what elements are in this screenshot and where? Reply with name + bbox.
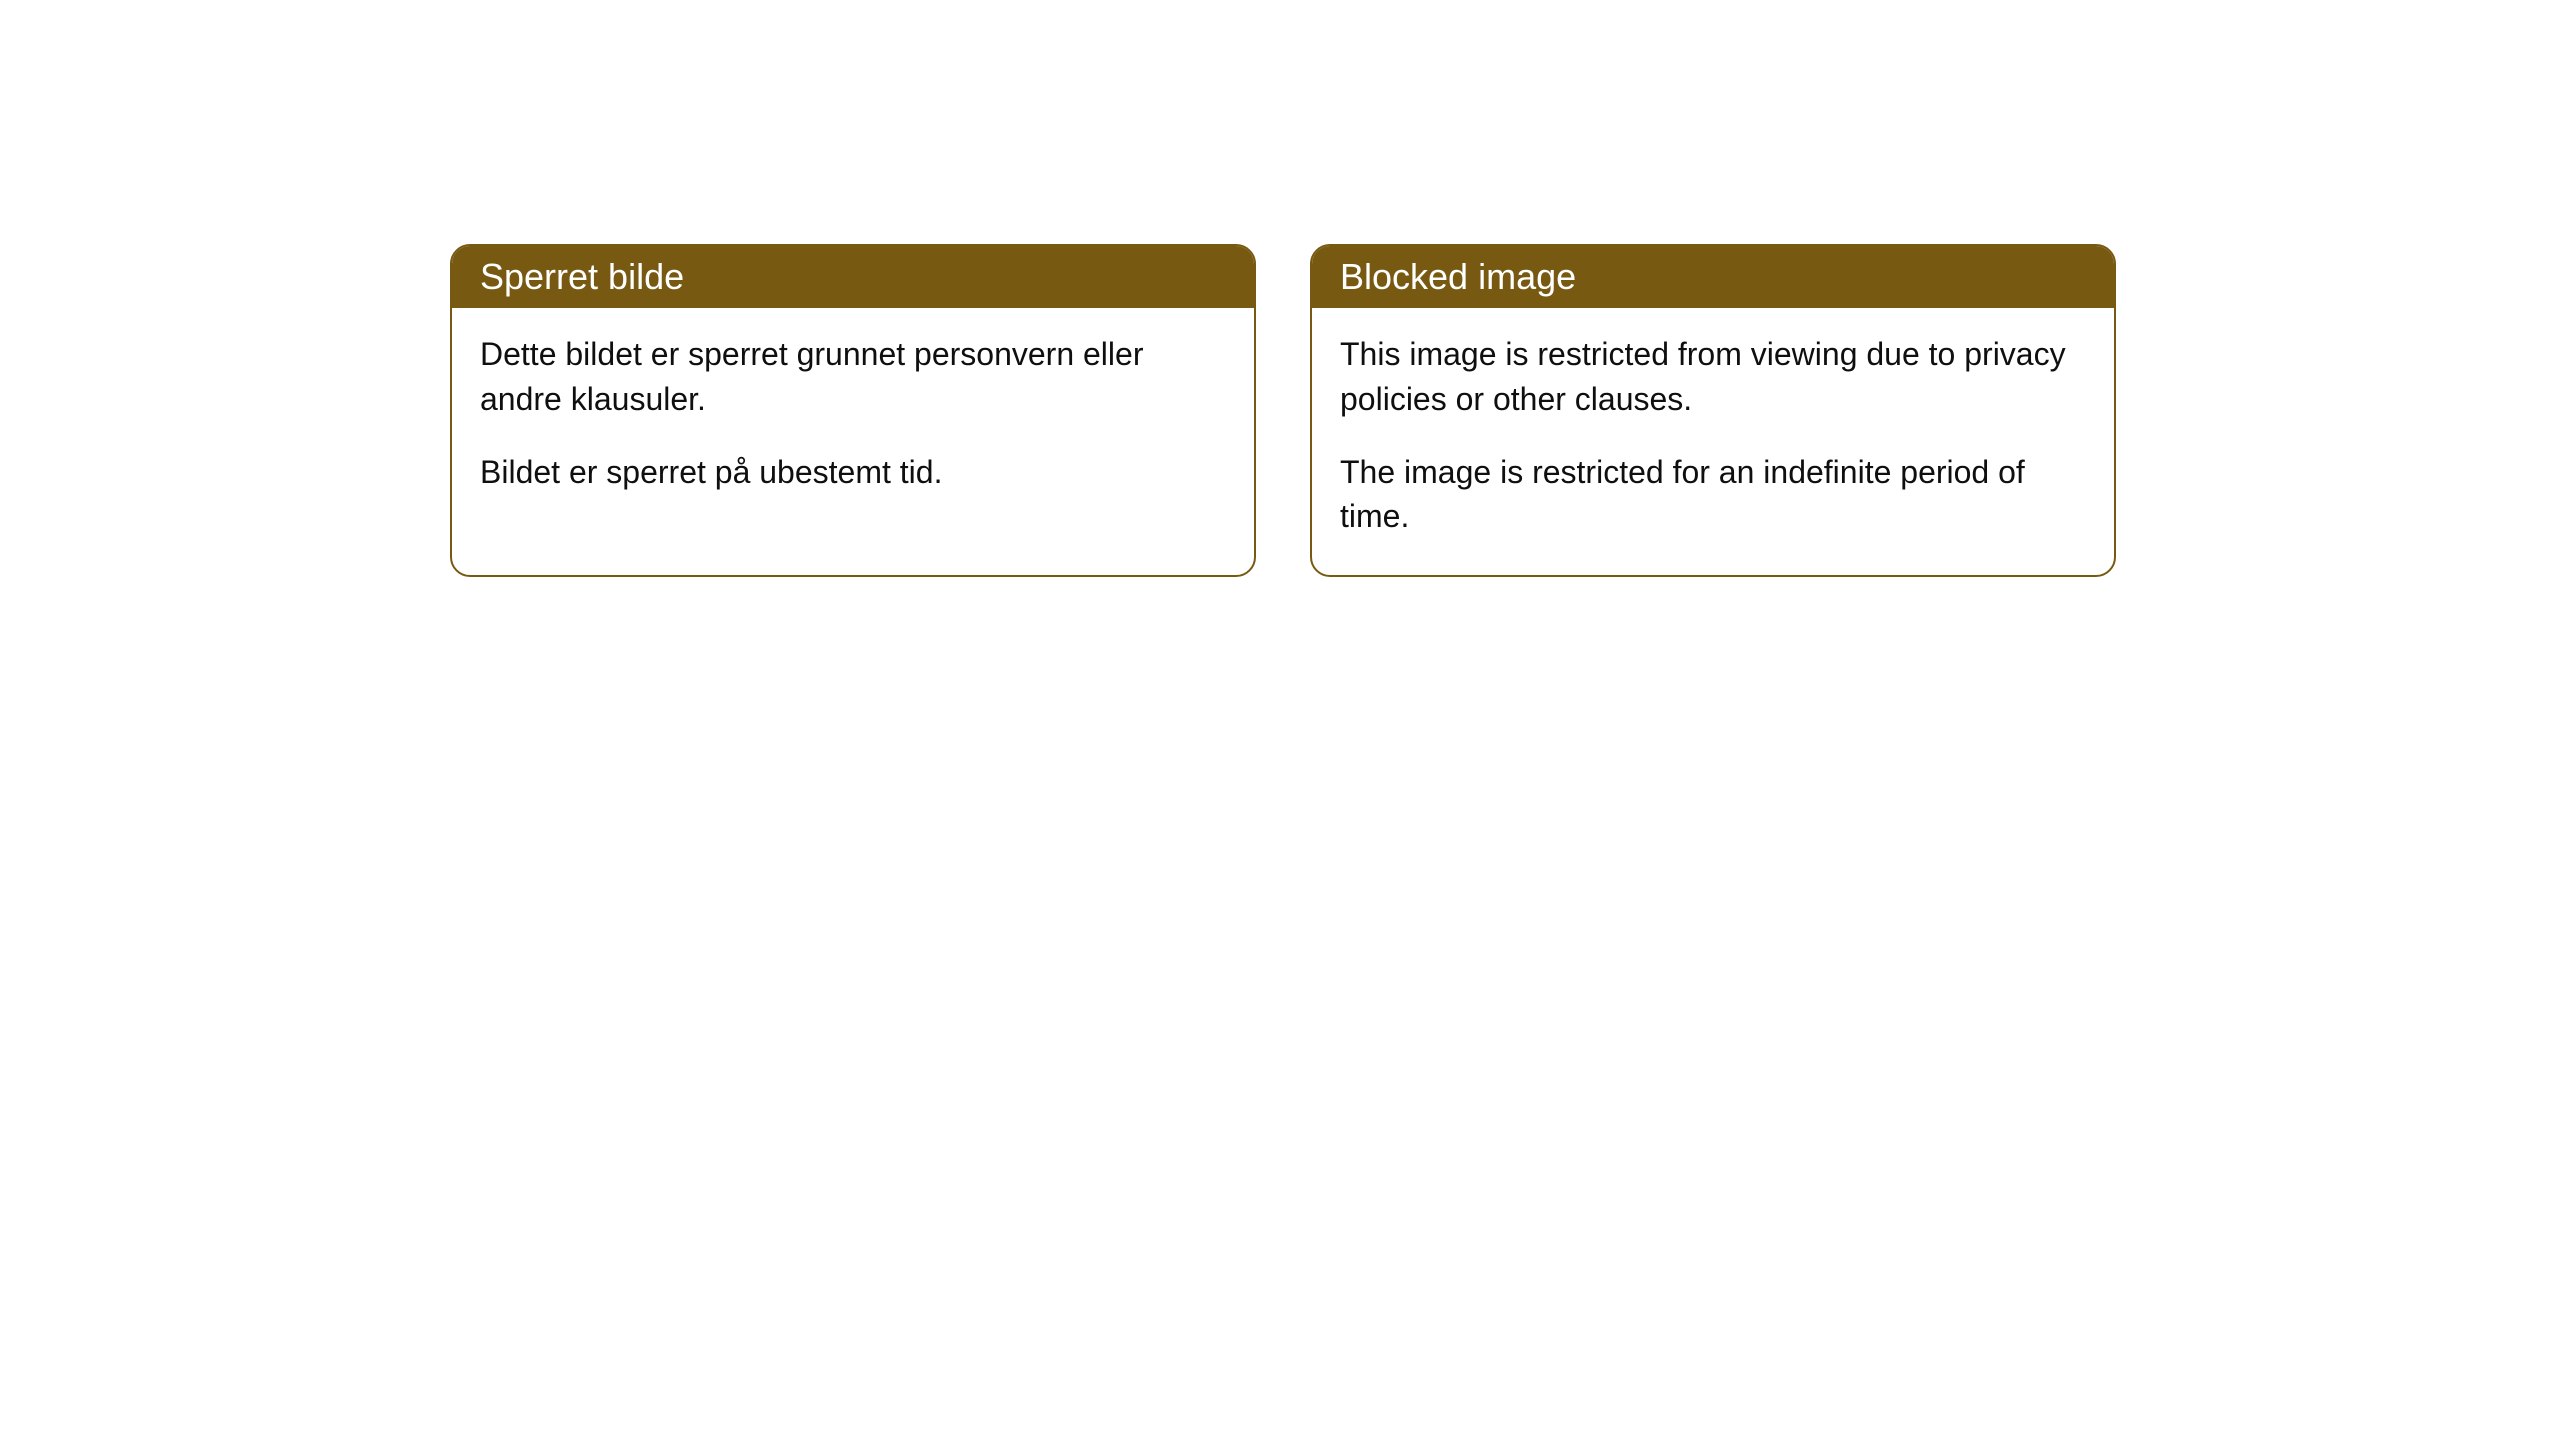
card-paragraph2-english: The image is restricted for an indefinit… [1340, 450, 2086, 540]
card-title-norwegian: Sperret bilde [480, 256, 684, 297]
card-title-english: Blocked image [1340, 256, 1576, 297]
card-paragraph1-norwegian: Dette bildet er sperret grunnet personve… [480, 332, 1226, 422]
card-body-norwegian: Dette bildet er sperret grunnet personve… [452, 308, 1254, 530]
card-body-english: This image is restricted from viewing du… [1312, 308, 2114, 575]
card-english: Blocked image This image is restricted f… [1310, 244, 2116, 577]
card-header-norwegian: Sperret bilde [452, 246, 1254, 308]
card-norwegian: Sperret bilde Dette bildet er sperret gr… [450, 244, 1256, 577]
card-header-english: Blocked image [1312, 246, 2114, 308]
card-paragraph2-norwegian: Bildet er sperret på ubestemt tid. [480, 450, 1226, 495]
card-paragraph1-english: This image is restricted from viewing du… [1340, 332, 2086, 422]
cards-container: Sperret bilde Dette bildet er sperret gr… [450, 244, 2116, 577]
